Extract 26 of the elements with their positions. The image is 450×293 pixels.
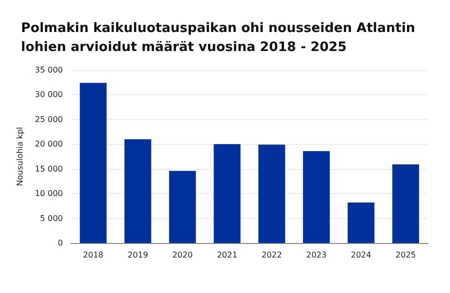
x-tick-label: 2024 [350,250,372,260]
x-tick-label: 2021 [216,250,238,260]
x-tick-label: 2019 [128,250,148,260]
bar [169,170,196,243]
bar [303,151,330,243]
bar [348,202,374,243]
x-tick-label: 2022 [262,250,282,260]
y-tick-label: 10 000 [34,189,63,198]
y-tick-label: 30 000 [34,90,63,100]
x-tick-label: 2025 [396,250,416,260]
x-tick-label: 2023 [306,250,327,260]
y-tick-label: 20 000 [34,140,63,149]
x-tick-label: 2018 [83,250,104,260]
x-tick-label: 2020 [172,250,193,260]
y-tick-label: 35 000 [34,66,63,74]
bar [124,139,152,243]
bar [258,144,286,243]
y-tick-label: 0 [58,238,63,248]
y-tick-label: 25 000 [34,114,63,124]
bar [214,144,241,243]
bar [392,164,420,243]
y-tick-label: 15 000 [34,164,63,174]
y-tick-label: 5 000 [40,214,63,223]
bar [80,82,107,243]
chart-title: Polmakin kaikuluotauspaikan ohi nousseiden Atlantin lohien arvioidut määrät vuosina 2018 - 2025 [21,21,420,55]
y-axis-title: Nousulohia kpl [16,127,24,186]
